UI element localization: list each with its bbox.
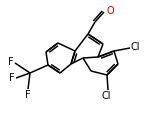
Text: O: O bbox=[107, 6, 114, 16]
Text: F: F bbox=[25, 90, 31, 100]
Text: F: F bbox=[9, 73, 15, 83]
Text: Cl: Cl bbox=[102, 91, 111, 101]
Text: Cl: Cl bbox=[131, 42, 140, 52]
Text: F: F bbox=[8, 57, 14, 67]
